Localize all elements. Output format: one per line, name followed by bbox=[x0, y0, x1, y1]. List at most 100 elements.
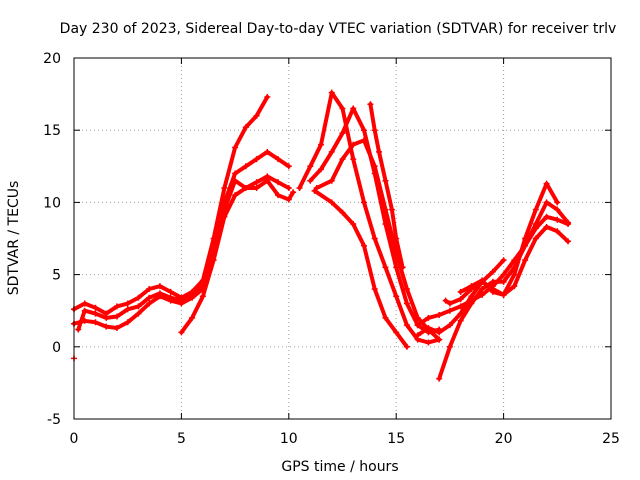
data-point bbox=[376, 148, 383, 155]
data-point bbox=[457, 310, 464, 317]
data-point bbox=[275, 179, 282, 186]
series-line bbox=[76, 174, 291, 332]
data-point bbox=[210, 257, 217, 264]
data-point bbox=[146, 286, 153, 293]
x-tick-label: 0 bbox=[70, 431, 79, 447]
data-point bbox=[393, 293, 400, 300]
data-point bbox=[489, 268, 496, 275]
data-point bbox=[113, 303, 120, 310]
data-point bbox=[350, 141, 357, 148]
x-tick-label: 25 bbox=[602, 431, 620, 447]
data-point bbox=[403, 300, 410, 307]
y-axis-label: SDTVAR / TECUs bbox=[6, 181, 22, 296]
data-point bbox=[371, 163, 378, 170]
data-point bbox=[511, 257, 518, 264]
data-point bbox=[371, 286, 378, 293]
data-point bbox=[446, 322, 453, 329]
data-point bbox=[457, 317, 464, 324]
data-point bbox=[113, 313, 120, 320]
series-track-n bbox=[457, 180, 561, 298]
data-point bbox=[339, 105, 346, 112]
series-line bbox=[308, 106, 442, 335]
data-point bbox=[124, 319, 131, 326]
data-point bbox=[253, 179, 260, 186]
series-track-c bbox=[75, 173, 292, 333]
data-point bbox=[457, 288, 464, 295]
data-point bbox=[242, 163, 249, 170]
data-point bbox=[350, 156, 357, 163]
data-point bbox=[532, 206, 539, 213]
data-point bbox=[135, 310, 142, 317]
data-point bbox=[350, 105, 357, 112]
chart-title: Day 230 of 2023, Sidereal Day-to-day VTE… bbox=[60, 21, 617, 37]
series-track-h bbox=[311, 187, 410, 350]
data-point bbox=[328, 177, 335, 184]
data-point bbox=[199, 293, 206, 300]
y-tick-label: 0 bbox=[52, 340, 61, 356]
data-point bbox=[264, 148, 271, 155]
data-point bbox=[436, 312, 443, 319]
data-point bbox=[296, 184, 303, 191]
x-axis-label: GPS time / hours bbox=[281, 459, 398, 475]
data-point bbox=[360, 137, 367, 144]
series-line bbox=[297, 90, 442, 345]
data-point bbox=[382, 264, 389, 271]
data-point bbox=[242, 124, 249, 131]
data-point bbox=[124, 300, 131, 307]
data-point bbox=[360, 199, 367, 206]
data-point bbox=[522, 235, 529, 242]
data-point bbox=[360, 242, 367, 249]
data-point bbox=[393, 235, 400, 242]
data-point bbox=[500, 278, 507, 285]
data-point bbox=[285, 163, 292, 170]
series-line bbox=[314, 138, 442, 342]
data-point bbox=[371, 235, 378, 242]
data-point bbox=[446, 343, 453, 350]
data-point bbox=[554, 216, 561, 223]
data-point bbox=[393, 329, 400, 336]
data-point bbox=[290, 189, 297, 196]
x-tick-label: 20 bbox=[495, 431, 513, 447]
data-point bbox=[399, 264, 406, 271]
x-tick-label: 10 bbox=[280, 431, 298, 447]
data-point bbox=[543, 223, 550, 230]
x-tick-label: 15 bbox=[387, 431, 405, 447]
data-point bbox=[103, 323, 110, 330]
data-point bbox=[403, 343, 410, 350]
data-point bbox=[479, 277, 486, 284]
data-point bbox=[275, 156, 282, 163]
data-point bbox=[393, 264, 400, 271]
series-line bbox=[179, 178, 296, 335]
data-point bbox=[156, 283, 163, 290]
data-point bbox=[425, 325, 432, 332]
data-point bbox=[275, 192, 282, 199]
data-point bbox=[167, 294, 174, 301]
data-point bbox=[124, 306, 131, 313]
data-point bbox=[565, 238, 572, 245]
data-point bbox=[339, 209, 346, 216]
data-point bbox=[232, 170, 239, 177]
data-point bbox=[178, 297, 185, 304]
data-point bbox=[371, 127, 378, 134]
data-point bbox=[81, 300, 88, 307]
data-point bbox=[146, 300, 153, 307]
data-point bbox=[232, 192, 239, 199]
data-point bbox=[479, 286, 486, 293]
data-point bbox=[253, 184, 260, 191]
data-point bbox=[264, 93, 271, 100]
data-point bbox=[156, 290, 163, 297]
data-point bbox=[425, 314, 432, 321]
data-point bbox=[382, 206, 389, 213]
y-tick-label: 20 bbox=[43, 51, 61, 67]
series-line bbox=[458, 181, 560, 297]
data-point bbox=[436, 375, 443, 382]
data-point bbox=[360, 127, 367, 134]
data-point bbox=[232, 144, 239, 151]
data-point bbox=[414, 314, 421, 321]
data-point bbox=[113, 325, 120, 332]
data-point bbox=[264, 177, 271, 184]
data-point bbox=[92, 319, 99, 326]
data-point bbox=[307, 163, 314, 170]
data-point bbox=[489, 288, 496, 295]
y-tick-label: 15 bbox=[43, 123, 61, 139]
